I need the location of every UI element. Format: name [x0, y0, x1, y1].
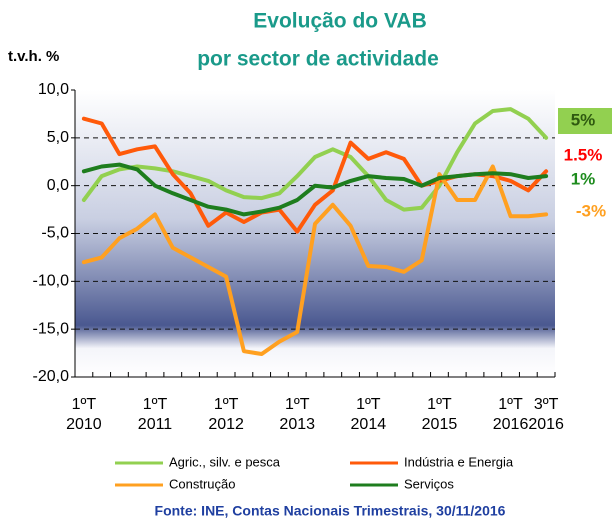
chart-subtitle: por sector de actividade: [197, 48, 439, 71]
annotation: 1%: [571, 169, 596, 188]
legend-label: Serviços: [404, 476, 454, 491]
legend-label: Agric., silv. e pesca: [169, 454, 281, 469]
x-tick-label-box: 3ºT 2016: [528, 396, 564, 433]
x-tick-label: 1ºT 2015: [421, 396, 458, 433]
y-tick-label: -20,0: [33, 368, 70, 385]
x-tick-label: 1ºT 2010: [66, 396, 102, 433]
x-tick-label-box: 1ºT 2013: [279, 396, 316, 433]
x-tick-label: 1ºT 2014: [350, 396, 387, 433]
y-tick-label: -10,0: [33, 273, 70, 290]
series-line: [81, 107, 549, 212]
x-tick-label: 3ºT 2016: [528, 396, 564, 433]
x-tick-label-box: 1ºT 2015: [421, 396, 458, 433]
annotation-box: [558, 108, 612, 134]
x-tick-label-box: 1ºT 2014: [350, 396, 387, 433]
series-line: [81, 162, 549, 217]
y-tick-label: 10,0: [38, 81, 69, 98]
x-tick-label: 1ºT 2016: [492, 396, 529, 433]
y-axis-label: t.v.h. %: [8, 48, 59, 65]
y-tick-label: 5,0: [47, 129, 69, 146]
series-line: [81, 164, 549, 356]
annotation: 5%: [571, 110, 596, 129]
source: Fonte: INE, Contas Nacionais Trimestrais…: [155, 503, 506, 519]
x-tick-label-box: 1ºT 2011: [137, 396, 173, 433]
y-tick-label: 0,0: [47, 177, 69, 194]
legend-label: Construção: [169, 476, 235, 491]
chart-title: Evolução do VAB: [253, 10, 426, 33]
legend-label: Indústria e Energia: [404, 454, 514, 469]
y-tick-label: -15,0: [33, 320, 70, 337]
x-tick-label: 1ºT 2013: [279, 396, 316, 433]
annotation: -3%: [576, 201, 606, 220]
x-tick-label-box: 1ºT 2012: [208, 396, 244, 433]
x-tick-label-box: 1ºT 2010: [66, 396, 102, 433]
x-tick-label: 1ºT 2012: [208, 396, 244, 433]
y-tick-label: -5,0: [41, 225, 69, 242]
x-tick-label: 1ºT 2011: [137, 396, 173, 433]
annotation: 1.5%: [564, 145, 603, 164]
x-tick-label-box: 1ºT 2016: [492, 396, 529, 433]
